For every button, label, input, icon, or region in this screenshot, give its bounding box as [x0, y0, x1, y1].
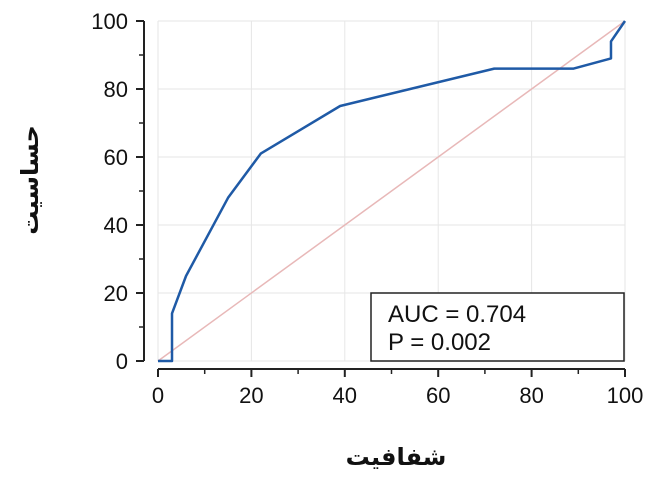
reference-line	[157, 20, 626, 362]
ticks: 0 20 40 60 80 100 0 20 40 60 80 100	[91, 9, 643, 408]
annotation-p-value: P = 0.002	[388, 329, 491, 356]
annotation-box: AUC = 0.704 P = 0.002	[370, 292, 625, 362]
x-tick-label-1: 20	[239, 383, 263, 408]
grid	[157, 20, 626, 362]
y-tick-label-3: 60	[104, 145, 128, 170]
x-tick-label-5: 100	[607, 383, 644, 408]
y-tick-label-5: 100	[91, 9, 128, 34]
y-tick-label-4: 80	[104, 77, 128, 102]
y-tick-label-0: 0	[116, 349, 128, 374]
y-tick-label-1: 20	[104, 281, 128, 306]
x-axis-title: شفافیت	[346, 443, 447, 471]
y-tick-label-2: 40	[104, 213, 128, 238]
y-axis-title: حساسیت	[16, 125, 44, 235]
series-group	[157, 20, 627, 363]
roc-curve-0	[158, 20, 627, 363]
reference-diagonal	[157, 20, 626, 362]
x-tick-label-0: 0	[152, 383, 164, 408]
x-tick-label-2: 40	[333, 383, 357, 408]
x-tick-label-4: 80	[519, 383, 543, 408]
annotation-auc: AUC = 0.704	[388, 301, 526, 328]
x-tick-label-3: 60	[426, 383, 450, 408]
annotation-border	[370, 292, 625, 362]
